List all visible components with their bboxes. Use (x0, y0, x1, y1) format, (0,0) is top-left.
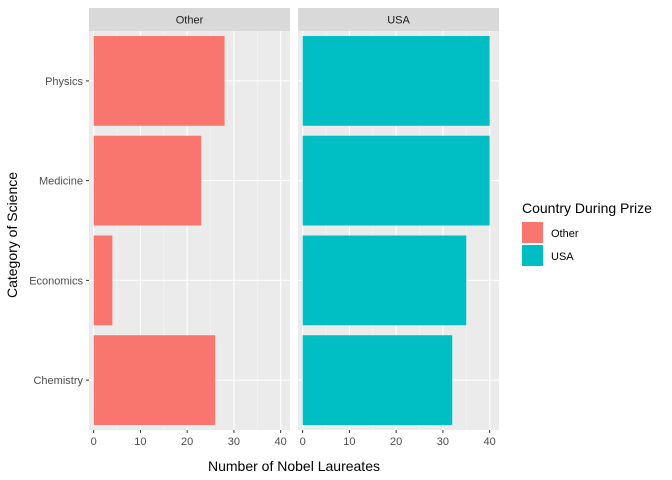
bar-usa-medicine (302, 135, 490, 226)
bar-other-chemistry (93, 335, 216, 426)
bar-other-physics (93, 35, 225, 126)
y-axis-title: Category of Science (4, 172, 20, 298)
x-tick-label: 0 (91, 436, 97, 448)
y-tick-label: Chemistry (33, 375, 83, 387)
bar-usa-chemistry (302, 335, 453, 426)
y-tick-label: Physics (45, 76, 83, 88)
x-axis-title: Number of Nobel Laureates (208, 458, 380, 474)
legend-label: USA (551, 251, 574, 263)
facet-strip (298, 8, 499, 31)
x-tick-label: 10 (343, 436, 355, 448)
legend-key-usa (522, 245, 543, 266)
legend: Country During Prize Other USA (522, 200, 652, 266)
bar-usa-physics (302, 35, 490, 126)
bar-other-economics (93, 235, 113, 326)
legend-key-other (522, 222, 543, 243)
facet-label: USA (387, 15, 410, 27)
x-tick-label: 20 (181, 436, 193, 448)
x-tick-label: 20 (390, 436, 402, 448)
facet-strip (89, 8, 290, 31)
panel-other: Other 0 10 20 30 40 (89, 8, 290, 448)
legend-title: Country During Prize (522, 200, 652, 216)
y-tick-label: Economics (29, 275, 83, 287)
x-tick-label: 40 (484, 436, 496, 448)
panel-usa: USA 0 10 20 30 40 (298, 8, 499, 448)
x-tick-label: 10 (134, 436, 146, 448)
legend-label: Other (551, 228, 579, 240)
y-tick-label: Medicine (39, 176, 83, 188)
facet-label: Other (176, 15, 204, 27)
bar-other-medicine (93, 135, 202, 226)
x-tick-label: 30 (437, 436, 449, 448)
x-tick-label: 0 (300, 436, 306, 448)
x-tick-label: 30 (228, 436, 240, 448)
x-tick-label: 40 (275, 436, 287, 448)
bar-usa-economics (302, 235, 467, 326)
